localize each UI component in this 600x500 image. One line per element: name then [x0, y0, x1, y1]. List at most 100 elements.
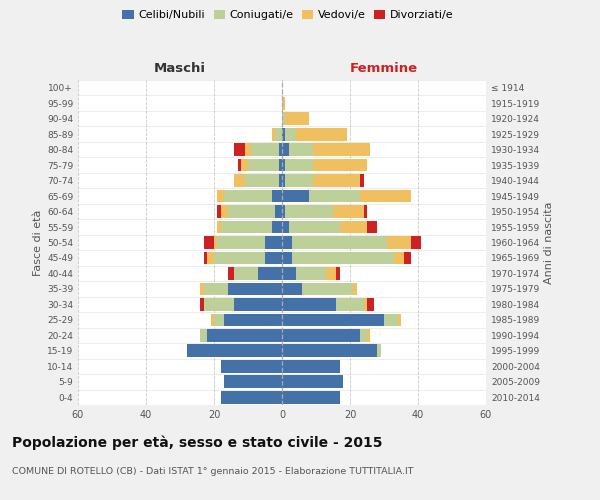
Bar: [282, 252, 292, 264]
Bar: [245, 144, 251, 156]
Bar: [204, 298, 235, 310]
Bar: [292, 236, 388, 249]
Bar: [282, 144, 289, 156]
Bar: [275, 128, 282, 140]
Bar: [282, 174, 286, 187]
Bar: [286, 112, 309, 125]
Bar: [214, 252, 265, 264]
Bar: [282, 298, 337, 310]
Bar: [289, 220, 340, 234]
Bar: [282, 267, 296, 280]
Bar: [278, 144, 282, 156]
Bar: [309, 190, 360, 202]
Bar: [221, 220, 272, 234]
Bar: [282, 205, 286, 218]
Bar: [221, 205, 227, 218]
Bar: [282, 97, 286, 110]
Bar: [224, 376, 282, 388]
Bar: [217, 190, 224, 202]
Bar: [238, 159, 241, 172]
Bar: [235, 267, 258, 280]
Bar: [388, 236, 411, 249]
Bar: [204, 236, 214, 249]
Bar: [360, 174, 364, 187]
Bar: [367, 329, 370, 342]
Bar: [282, 159, 286, 172]
Bar: [224, 314, 282, 326]
Bar: [251, 144, 278, 156]
Y-axis label: Fasce di età: Fasce di età: [33, 210, 43, 276]
Bar: [286, 128, 296, 140]
Bar: [333, 205, 364, 218]
Bar: [282, 344, 377, 357]
Bar: [200, 282, 204, 296]
Bar: [282, 360, 340, 372]
Bar: [248, 159, 278, 172]
Bar: [337, 298, 364, 310]
Bar: [377, 344, 380, 357]
Bar: [364, 205, 367, 218]
Bar: [394, 252, 404, 264]
Bar: [286, 159, 313, 172]
Bar: [353, 282, 357, 296]
Bar: [227, 267, 235, 280]
Bar: [282, 220, 289, 234]
Bar: [411, 236, 421, 249]
Bar: [214, 236, 217, 249]
Bar: [200, 298, 204, 310]
Bar: [404, 252, 411, 264]
Bar: [224, 190, 272, 202]
Bar: [367, 220, 377, 234]
Text: Maschi: Maschi: [154, 62, 206, 76]
Bar: [313, 174, 360, 187]
Bar: [292, 252, 394, 264]
Bar: [275, 205, 282, 218]
Bar: [282, 112, 286, 125]
Bar: [241, 159, 248, 172]
Bar: [367, 298, 374, 310]
Bar: [265, 252, 282, 264]
Bar: [282, 128, 286, 140]
Bar: [245, 174, 278, 187]
Y-axis label: Anni di nascita: Anni di nascita: [544, 201, 554, 284]
Bar: [227, 282, 282, 296]
Bar: [221, 360, 282, 372]
Legend: Celibi/Nubili, Coniugati/e, Vedovi/e, Divorziati/e: Celibi/Nubili, Coniugati/e, Vedovi/e, Di…: [118, 6, 458, 25]
Bar: [289, 144, 313, 156]
Bar: [211, 314, 214, 326]
Bar: [282, 236, 292, 249]
Text: Popolazione per età, sesso e stato civile - 2015: Popolazione per età, sesso e stato civil…: [12, 435, 383, 450]
Bar: [282, 329, 360, 342]
Bar: [360, 329, 367, 342]
Bar: [258, 267, 282, 280]
Text: Femmine: Femmine: [350, 62, 418, 76]
Bar: [235, 144, 245, 156]
Bar: [282, 282, 302, 296]
Bar: [360, 190, 411, 202]
Bar: [200, 329, 207, 342]
Bar: [340, 220, 367, 234]
Bar: [326, 267, 337, 280]
Bar: [207, 329, 282, 342]
Bar: [265, 236, 282, 249]
Bar: [296, 128, 347, 140]
Bar: [313, 159, 367, 172]
Bar: [398, 314, 401, 326]
Bar: [296, 267, 326, 280]
Bar: [187, 344, 282, 357]
Bar: [217, 220, 221, 234]
Bar: [282, 190, 309, 202]
Bar: [235, 174, 245, 187]
Bar: [364, 298, 367, 310]
Bar: [272, 128, 275, 140]
Bar: [204, 252, 207, 264]
Bar: [217, 236, 265, 249]
Bar: [282, 391, 340, 404]
Bar: [227, 205, 275, 218]
Bar: [302, 282, 353, 296]
Bar: [235, 298, 282, 310]
Bar: [207, 252, 214, 264]
Bar: [282, 314, 384, 326]
Bar: [313, 144, 370, 156]
Bar: [278, 159, 282, 172]
